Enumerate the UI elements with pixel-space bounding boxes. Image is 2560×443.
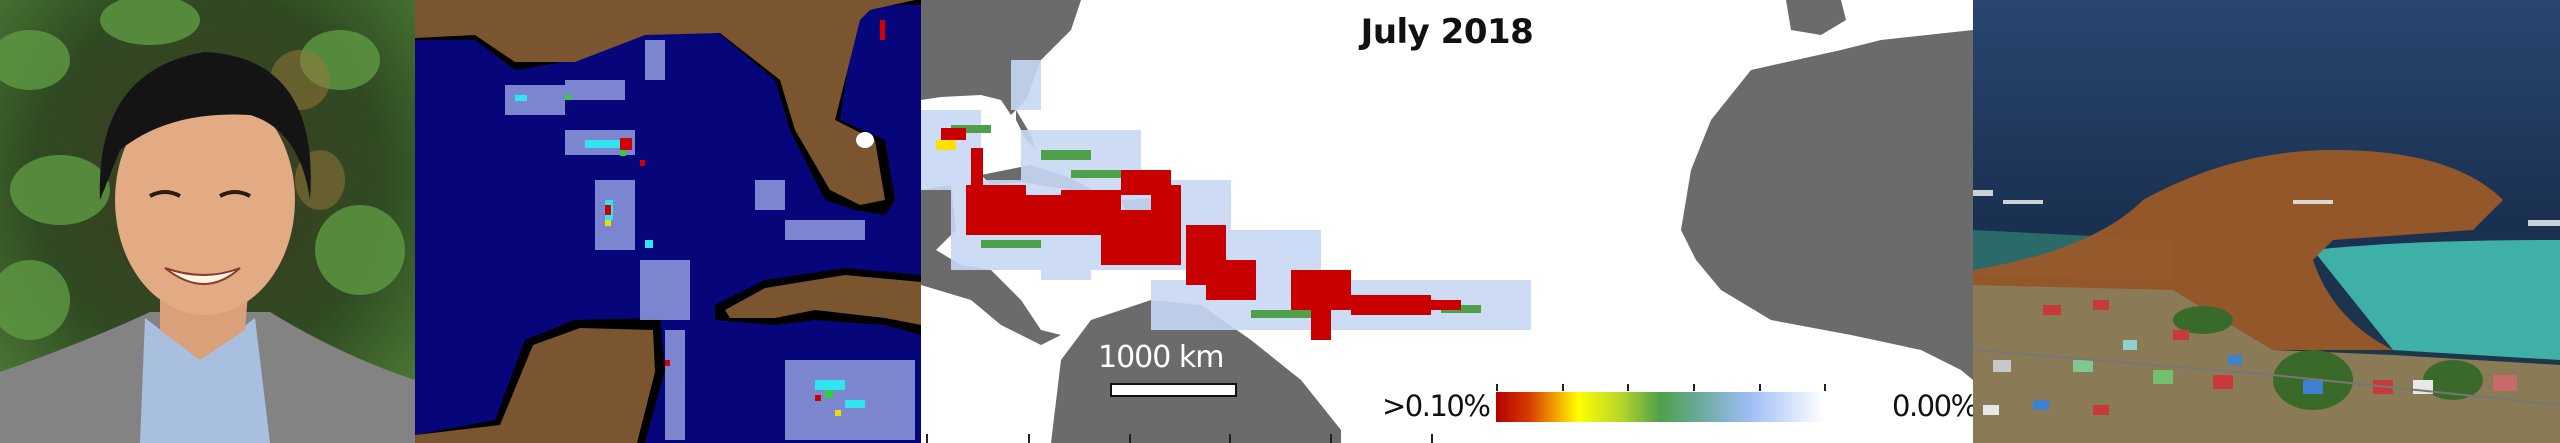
- colorbar: [1496, 392, 1824, 422]
- sargassum-belt: [921, 60, 1531, 340]
- colorbar-max-label: >0.10%: [1382, 389, 1491, 423]
- scale-bar: [1110, 383, 1237, 397]
- colorbar-tick: [1824, 384, 1826, 391]
- colorbar-gradient: [1496, 392, 1824, 422]
- colorbar-tick: [1496, 384, 1498, 391]
- colorbar-tick: [1562, 384, 1564, 391]
- portrait-image: [0, 0, 415, 443]
- scale-bar-label: 1000 km: [1098, 340, 1224, 375]
- atlantic-map-image: [921, 0, 1973, 443]
- portrait-photo: [0, 0, 415, 443]
- coast-sargassum-photo: [1973, 0, 2560, 443]
- gulf-map-image: [415, 0, 921, 443]
- gulf-sargassum-map: [415, 0, 921, 443]
- colorbar-tick: [1693, 384, 1695, 391]
- sargassum-pixels: [505, 20, 915, 440]
- map-title: July 2018: [1360, 12, 1534, 52]
- map-tick-marks: [926, 434, 1433, 443]
- colorbar-tick: [1759, 384, 1761, 391]
- colorbar-tick: [1627, 384, 1629, 391]
- colorbar-min-label: 0.00%: [1892, 389, 1978, 423]
- coast-photo-image: [1973, 0, 2560, 443]
- atlantic-sargassum-map: [921, 0, 1973, 443]
